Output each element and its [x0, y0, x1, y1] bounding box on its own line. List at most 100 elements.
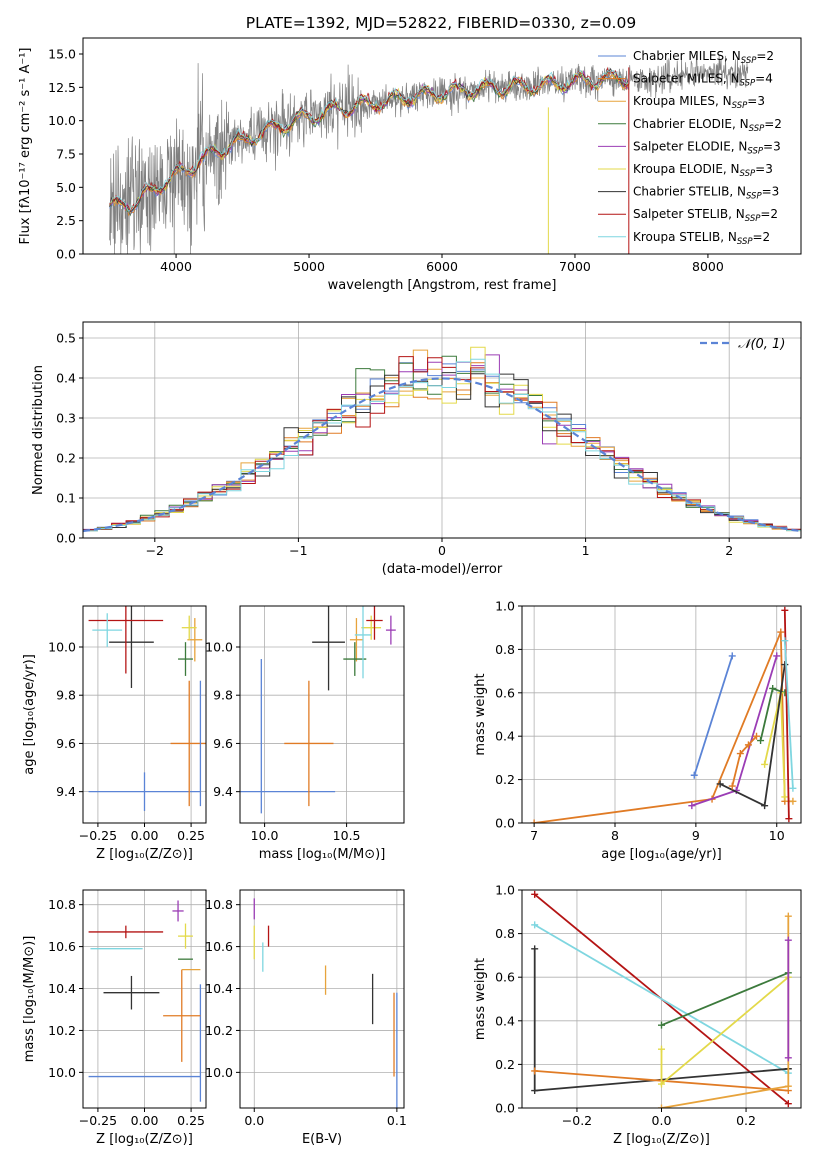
y-axis-label: mass weight [473, 673, 488, 755]
y-tick-label: 0.8 [495, 926, 515, 941]
y-tick-label: 10.0 [48, 113, 76, 128]
legend-label: Salpeter ELODIE, NSSP=3 [633, 139, 781, 156]
x-tick-label: 0.0 [652, 1113, 672, 1128]
series-marker [789, 797, 797, 805]
series-marker [785, 815, 793, 823]
x-tick-label: −0.25 [79, 1113, 117, 1128]
y-tick-label: 0.0 [495, 816, 515, 831]
figure-title: PLATE=1392, MJD=52822, FIBERID=0330, z=0… [246, 14, 636, 32]
legend-label-text: Chabrier MILES, N [633, 49, 741, 63]
series-marker [531, 1067, 539, 1075]
error-point [178, 642, 193, 676]
x-tick-label: 7000 [559, 259, 591, 274]
x-axis-label: Z [log₁₀(Z/Z⊙)] [613, 1132, 710, 1147]
axes-frame [521, 605, 802, 824]
y-tick-label: 10.0 [48, 1065, 76, 1080]
x-tick-label: 5000 [293, 259, 325, 274]
error-point [366, 606, 383, 640]
x-tick-label: 0.25 [177, 1113, 205, 1128]
series-marker [781, 793, 789, 801]
x-tick-label: 7 [530, 828, 538, 843]
series-marker [531, 890, 539, 898]
series-line-9 [731, 735, 758, 787]
series-marker [784, 1054, 792, 1062]
error-point [284, 680, 334, 807]
y-tick-label: 0.0 [495, 1101, 515, 1116]
legend-label-sub: SSP [747, 146, 763, 156]
plot-area [109, 54, 749, 254]
series-marker [531, 945, 539, 953]
error-point [170, 680, 206, 807]
normal-curve-line [83, 377, 801, 533]
y-axis-label: Flux [fλ10⁻¹⁷ erg cm⁻² s⁻¹ A⁻¹] [18, 48, 33, 245]
plot-area [530, 606, 797, 823]
legend-label: Kroupa STELIB, NSSP=2 [633, 230, 770, 247]
legend-label-value: =4 [755, 72, 773, 86]
series-marker [761, 760, 769, 768]
y-tick-label: 0.2 [56, 451, 76, 466]
x-tick-label: 10.0 [251, 828, 279, 843]
error-point [163, 969, 201, 1062]
series-marker [761, 802, 769, 810]
series-marker [753, 732, 761, 740]
error-point [385, 615, 396, 645]
series-marker [784, 1100, 792, 1108]
x-tick-label: 2 [725, 543, 733, 558]
legend-label-text: Kroupa MILES, N [633, 94, 732, 108]
series-line-4 [691, 655, 778, 807]
series-marker [658, 1104, 665, 1108]
y-axis-label: Normed distribution [31, 365, 46, 495]
chart-age-vs-mass: 10.0 10.5 9.4 9.6 9.8 10.0 mass [log₁₀(M/M⊙)] [205, 605, 405, 862]
series-marker [658, 1080, 665, 1088]
x-axis-label: Z [log₁₀(Z/Z⊙)] [96, 847, 193, 862]
error-point [312, 606, 345, 691]
x-tick-label: 0.0 [244, 1113, 264, 1128]
series-line-5 [660, 976, 789, 1086]
y-tick-label: 0.4 [495, 729, 515, 744]
y-tick-label: 2.5 [56, 213, 76, 228]
x-tick-label: 9 [692, 828, 700, 843]
y-tick-label: 12.5 [48, 80, 76, 95]
x-axis-label: Z [log₁₀(Z/Z⊙)] [96, 1132, 193, 1147]
legend-label-sub: SSP [746, 192, 762, 202]
plot-area [83, 346, 801, 534]
legend-label-sub: SSP [732, 101, 748, 111]
legend-label-value: =3 [762, 185, 780, 199]
x-tick-label: −2 [146, 543, 164, 558]
histogram-step-8 [83, 358, 801, 534]
series-marker [688, 802, 696, 810]
y-tick-label: 10.8 [205, 897, 233, 912]
legend-label: 𝒩(0, 1) [738, 337, 785, 352]
legend-label-value: =3 [763, 139, 781, 153]
error-point [88, 925, 164, 939]
y-tick-label: 9.4 [56, 784, 76, 799]
legend-label-text: Salpeter ELODIE, N [633, 139, 747, 153]
y-tick-label: 9.4 [213, 784, 233, 799]
legend-label-text: Chabrier ELODIE, N [633, 117, 749, 131]
x-axis-label: wavelength [Angstrom, rest frame] [328, 278, 557, 293]
series-marker [728, 782, 736, 790]
y-tick-label: 0.3 [56, 411, 76, 426]
legend-label: Salpeter STELIB, NSSP=2 [633, 207, 778, 224]
legend-label-sub: SSP [740, 79, 756, 89]
plot-area [253, 898, 398, 1108]
series-marker [773, 652, 781, 660]
series-marker [781, 661, 789, 669]
error-point [361, 615, 382, 640]
series-marker [744, 741, 752, 749]
chart-mass-vs-Z: −0.25 0.00 0.25 10.0 10.2 10.4 10.6 10.8 Z [log₁… [22, 889, 207, 1147]
series-marker [736, 750, 744, 758]
legend-label-text: Salpeter STELIB, N [633, 207, 745, 221]
x-tick-label: 0 [438, 543, 446, 558]
series-marker [784, 912, 792, 920]
series-line-1 [533, 631, 786, 823]
legend-label: Chabrier STELIB, NSSP=3 [633, 185, 779, 202]
error-point [172, 900, 184, 922]
series-marker [530, 819, 538, 823]
error-point [109, 606, 154, 688]
legend-label-value: =2 [756, 49, 774, 63]
plot-area [531, 890, 792, 1108]
y-tick-label: 0.0 [56, 531, 76, 546]
y-tick-label: 10.2 [48, 1023, 76, 1038]
